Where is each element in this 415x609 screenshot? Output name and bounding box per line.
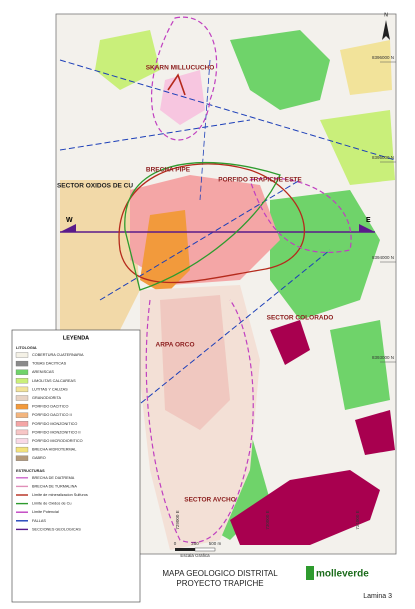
easting-label: 731000 E bbox=[355, 510, 360, 529]
unit bbox=[330, 320, 390, 410]
legend-swatch bbox=[15, 403, 29, 410]
scale-segment bbox=[194, 547, 216, 552]
section-marker bbox=[60, 224, 76, 232]
fault bbox=[59, 119, 251, 151]
legend-title: LEYENDA bbox=[63, 335, 89, 341]
legend-box bbox=[11, 329, 141, 603]
legend-label: GRANODIORITA bbox=[32, 396, 62, 400]
unit bbox=[270, 190, 380, 320]
unit bbox=[270, 320, 310, 365]
unit bbox=[320, 110, 395, 185]
northing-label: 8395000 N bbox=[372, 155, 394, 160]
legend-label: FALLAS bbox=[32, 519, 46, 523]
subtitle: PROYECTO TRAPICHE bbox=[176, 579, 263, 588]
unit bbox=[340, 40, 392, 95]
easting-label: 729000 E bbox=[175, 510, 180, 529]
section-end: E bbox=[366, 217, 371, 224]
legend-label: LIMOLITAS CALCAREAS bbox=[32, 379, 76, 383]
geology bbox=[60, 30, 395, 550]
legend-label: Limite de mineralizacion Sulfuros bbox=[32, 493, 88, 497]
map-label: PORFIDO TRAPICHE ESTE bbox=[218, 177, 302, 184]
north-label: N bbox=[384, 12, 388, 18]
unit bbox=[355, 410, 395, 455]
scale-tick: 500 m bbox=[209, 541, 222, 546]
legend-swatch bbox=[15, 386, 29, 393]
northing-label: 8394000 N bbox=[372, 255, 394, 260]
legend-swatch bbox=[15, 446, 29, 453]
fault bbox=[199, 59, 211, 201]
title: MAPA GEOLOGICO DISTRITAL bbox=[162, 569, 278, 578]
legend-label: BRECHA HIDROTERMAL bbox=[32, 448, 76, 452]
legend-swatch bbox=[15, 429, 29, 436]
legend-heading: LITOLOGIA bbox=[16, 346, 37, 350]
legend-swatch bbox=[15, 378, 29, 384]
eastings: 729000 E 730000 E 731000 E bbox=[175, 510, 360, 529]
legend-swatch bbox=[15, 395, 29, 401]
legend-label: GABRO bbox=[32, 456, 46, 460]
legend-swatch bbox=[15, 369, 29, 375]
legend-label: SECCIONES GEOLOGICAS bbox=[32, 527, 81, 531]
scale-bar: 0 250 500 m Escala Grafica bbox=[174, 541, 222, 558]
sulfide-limit bbox=[118, 163, 305, 284]
scale-caption: Escala Grafica bbox=[180, 553, 210, 558]
structures bbox=[59, 16, 396, 543]
map-label: SECTOR OXIDOS DE CU bbox=[57, 183, 133, 190]
legend-swatch bbox=[15, 412, 29, 418]
legend-label: Limite Potencial bbox=[32, 510, 59, 514]
map-label: SECTOR AVCHO bbox=[184, 497, 236, 504]
map-label: SKARN MILLUCUCHO bbox=[146, 65, 215, 72]
scale-tick: 250 bbox=[191, 541, 199, 546]
logo-mark bbox=[306, 566, 314, 580]
logo: molleverde bbox=[316, 569, 369, 580]
section-marker bbox=[359, 224, 375, 232]
section-end: W bbox=[66, 217, 73, 224]
legend-label: PORFIDO MONZONITICO bbox=[32, 422, 77, 426]
unit bbox=[160, 295, 230, 430]
oxide-limit bbox=[124, 161, 281, 291]
legend-label: BRECHA DE DIATREMA bbox=[32, 476, 75, 480]
sulfide-limit bbox=[167, 73, 186, 96]
potential-limit bbox=[151, 16, 218, 141]
unit bbox=[230, 30, 330, 110]
northings: 8396000 N 8395000 N 8394000 N 8393000 N bbox=[372, 55, 396, 363]
legend-label: TOBAS DACITICAS bbox=[32, 362, 67, 366]
legend-label: COBERTURA CUATERNARIA bbox=[32, 353, 84, 357]
legend-label: LUTITAS Y CALIZAS bbox=[32, 387, 68, 391]
unit bbox=[95, 30, 160, 90]
legend: LITOLOGIA COBERTURA CUATERNARIA TOBAS DACI… bbox=[15, 346, 88, 531]
north-arrow bbox=[382, 20, 390, 40]
legend-swatch bbox=[15, 352, 29, 358]
legend-label: PORFIDO DACITICO II bbox=[32, 413, 72, 417]
fault bbox=[119, 249, 331, 421]
unit bbox=[230, 470, 380, 545]
northing-label: 8393000 N bbox=[372, 355, 394, 360]
map-label: BRECHA PIPE bbox=[146, 167, 191, 174]
legend-swatch bbox=[15, 421, 29, 427]
map-label: SECTOR COLORADO bbox=[267, 315, 334, 322]
legend-label: ARENISCAS bbox=[32, 370, 54, 374]
legend-swatch bbox=[15, 438, 29, 444]
scale-tick: 0 bbox=[174, 541, 177, 546]
scale-segment bbox=[175, 548, 195, 551]
legend-swatch bbox=[15, 455, 29, 461]
legend-label: Limite de Oxidos de Cu bbox=[32, 502, 71, 506]
easting-label: 730000 E bbox=[265, 510, 270, 529]
legend-label: PORFIDO MICRODIORITICO bbox=[32, 439, 83, 443]
legend-label: BRECHA DE TURMALINA bbox=[32, 484, 77, 488]
legend-heading: ESTRUCTURAS bbox=[16, 469, 45, 473]
fault bbox=[99, 179, 301, 301]
sheet-number: Lamina 3 bbox=[363, 593, 392, 600]
map-label: ARPA ORCO bbox=[156, 342, 195, 349]
northing-label: 8396000 N bbox=[372, 55, 394, 60]
unit bbox=[60, 180, 140, 330]
legend-label: PORFIDO DACITICO bbox=[32, 405, 69, 409]
legend-label: PORFIDO MONZONITICO II bbox=[32, 430, 81, 434]
fault bbox=[59, 59, 396, 161]
legend-swatch bbox=[15, 360, 29, 367]
